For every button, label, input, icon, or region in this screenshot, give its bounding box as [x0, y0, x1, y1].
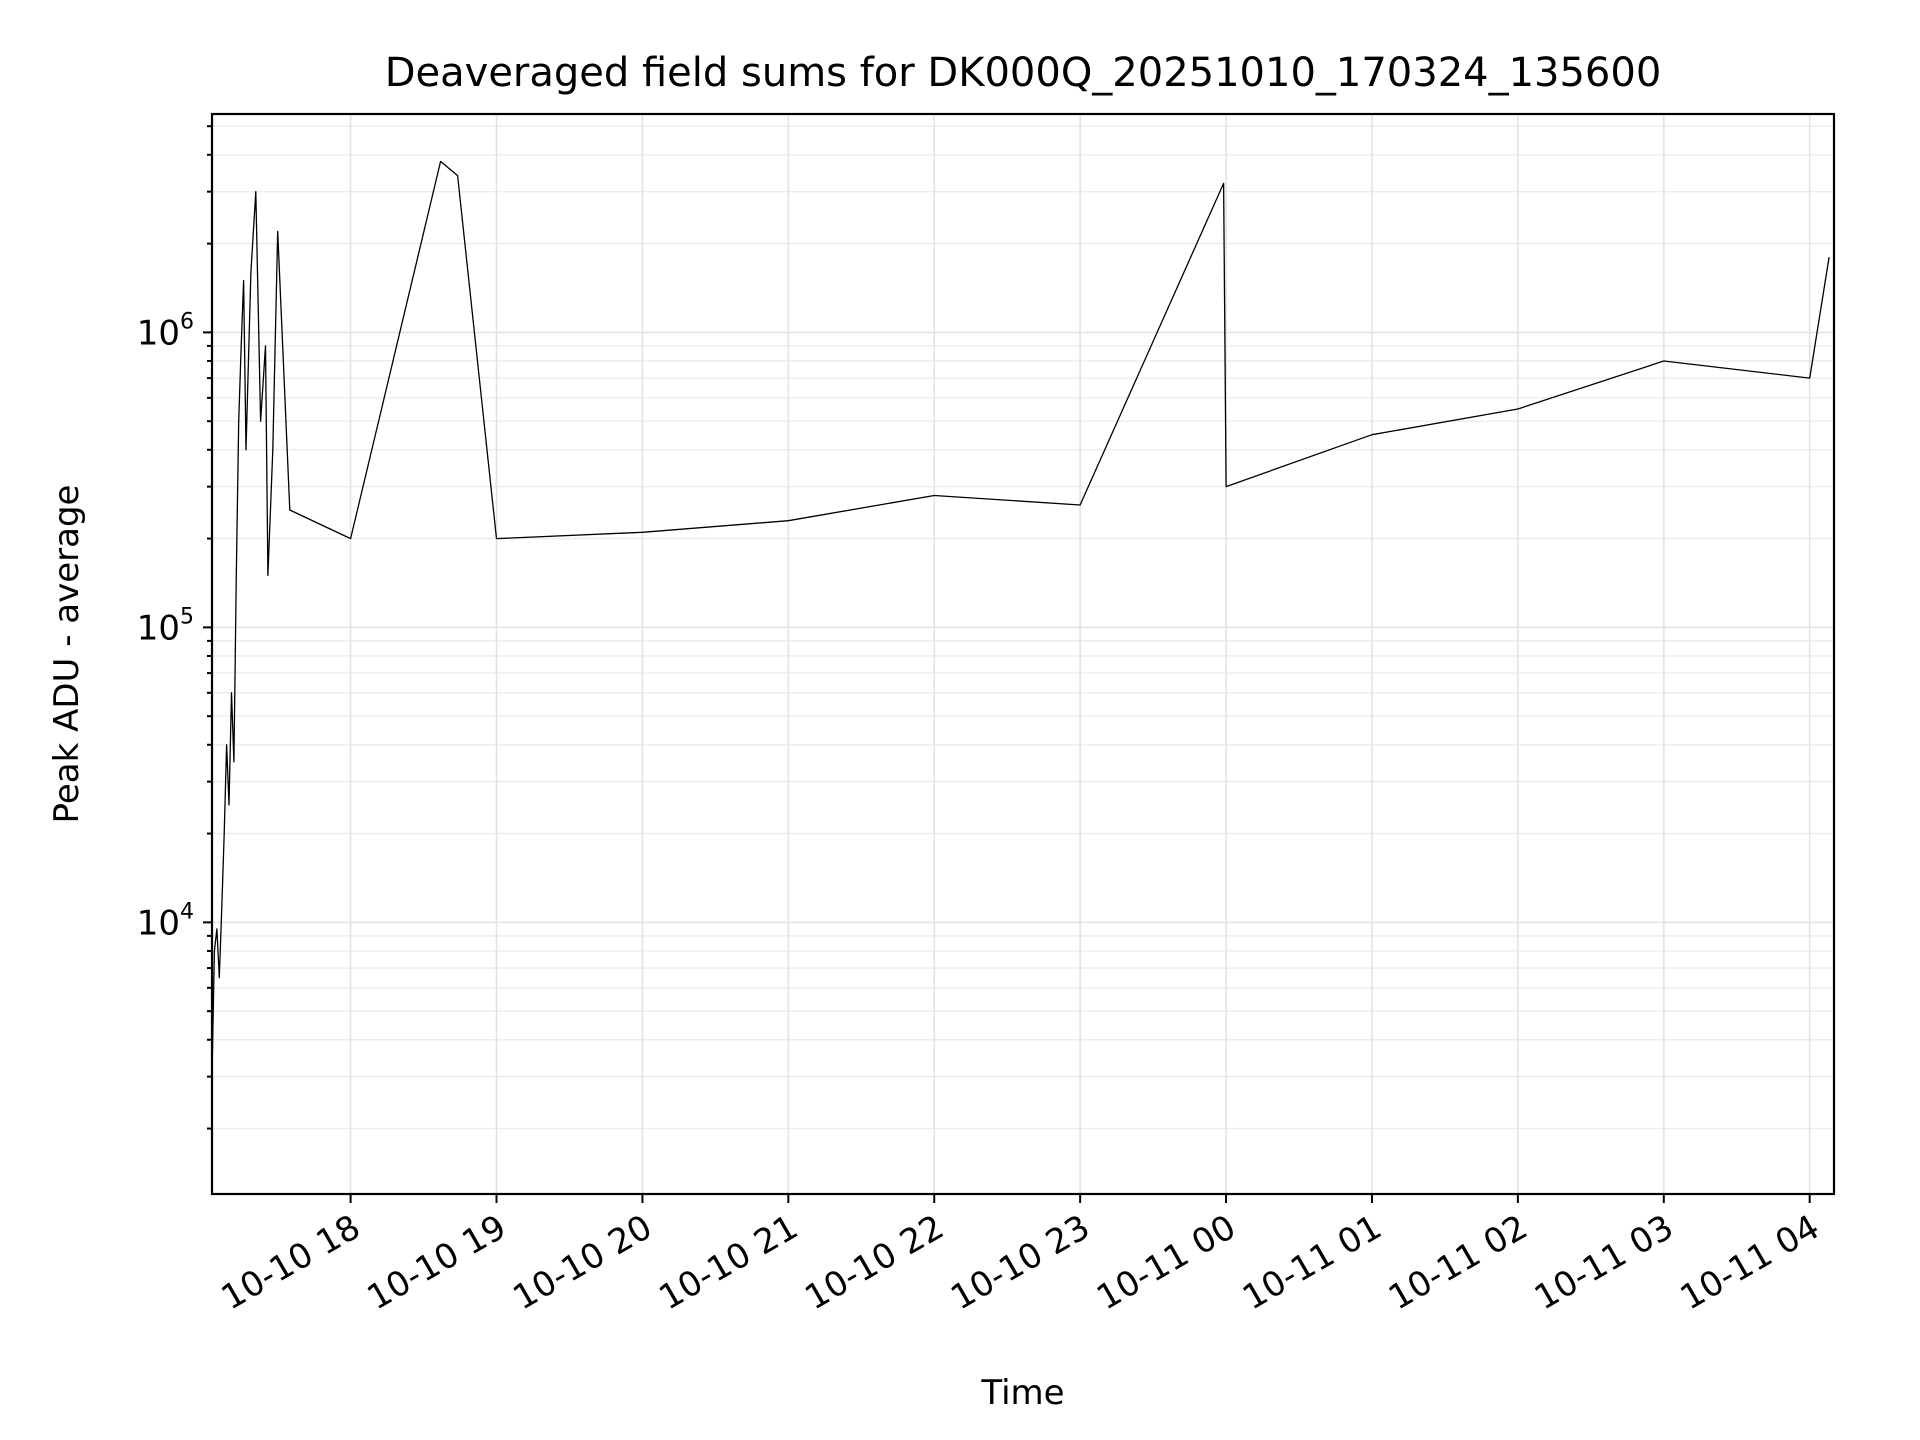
series-line [211, 160, 1830, 1077]
x-axis-label: Time [980, 1373, 1064, 1413]
plot-frame [210, 112, 1836, 1196]
grid [212, 114, 1834, 1194]
y-axis-label: Peak ADU - average [47, 485, 87, 824]
y-tick-label: 105 [137, 604, 194, 648]
y-axis: 104 105 106 [137, 125, 212, 1130]
series-layer [211, 160, 1830, 1077]
y-tick-label: 106 [137, 309, 194, 353]
chart-title: Deaveraged field sums for DK000Q_2025101… [385, 50, 1662, 96]
y-tick-label: 104 [137, 899, 194, 943]
